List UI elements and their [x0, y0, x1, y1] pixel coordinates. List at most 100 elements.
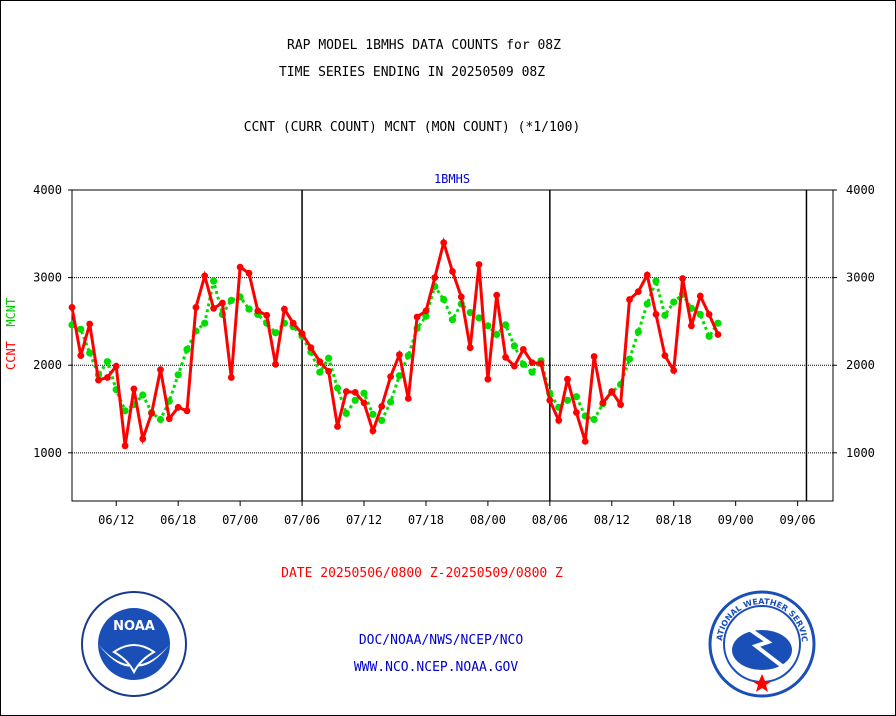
- axes-layer: 1000 1000 2000 2000 3000 3000 4000 4000 06/12 06/…: [33, 183, 875, 527]
- mcnt-point: [227, 296, 235, 304]
- ccnt-point: [643, 271, 651, 279]
- ccnt-point: [431, 274, 439, 281]
- ccnt-point: [413, 313, 421, 321]
- mcnt-point: [121, 407, 129, 415]
- ccnt-point: [714, 331, 722, 338]
- ytick-label-left: 3000: [33, 271, 62, 285]
- ccnt-point: [705, 311, 713, 318]
- mcnt-point: [378, 416, 386, 424]
- ccnt-point: [688, 322, 695, 330]
- grid-layer: [72, 190, 833, 501]
- ccnt-point: [68, 304, 76, 311]
- mcnt-point: [475, 314, 483, 322]
- ccnt-point: [387, 373, 394, 380]
- ccnt-point: [95, 376, 102, 384]
- ccnt-point: [422, 307, 430, 315]
- xtick-label: 09/00: [718, 513, 754, 527]
- xtick-label: 08/18: [656, 513, 692, 527]
- ytick-label-right: 2000: [846, 358, 875, 372]
- ccnt-point: [351, 389, 359, 396]
- mcnt-point: [210, 277, 218, 285]
- ccnt-point: [652, 311, 660, 318]
- mcnt-point: [510, 342, 518, 350]
- mcnt-point: [670, 298, 678, 306]
- xtick-label: 07/12: [346, 513, 382, 527]
- ccnt-point: [165, 415, 173, 423]
- mcnt-point: [369, 410, 377, 418]
- mcnt-point: [652, 277, 660, 285]
- mcnt-point: [351, 396, 359, 404]
- ccnt-line: [70, 237, 720, 447]
- mcnt-point: [590, 415, 598, 424]
- ccnt-point: [112, 362, 120, 370]
- ccnt-point: [86, 320, 94, 328]
- xtick-label: 08/06: [532, 513, 568, 527]
- mcnt-point: [245, 305, 253, 313]
- ccnt-point: [219, 299, 226, 307]
- mcnt-point: [643, 300, 651, 308]
- ccnt-point: [254, 307, 262, 315]
- xtick-label: 09/06: [780, 513, 816, 527]
- ccnt-point: [679, 275, 686, 282]
- noaa-logo-icon: NOAA: [81, 591, 187, 697]
- mcnt-point: [156, 415, 165, 424]
- mcnt-point: [634, 328, 642, 336]
- ccnt-point: [573, 409, 580, 416]
- website-link[interactable]: WWW.NCO.NCEP.NOAA.GOV: [353, 660, 519, 675]
- ytick-label-right: 4000: [846, 183, 875, 197]
- mcnt-point: [519, 360, 527, 368]
- ccnt-point: [157, 366, 164, 373]
- mcnt-point: [563, 396, 572, 404]
- ccnt-point: [342, 388, 350, 395]
- mcnt-point: [466, 309, 474, 317]
- xtick-label: 06/12: [98, 513, 134, 527]
- mcnt-point: [316, 368, 324, 376]
- ccnt-point: [599, 399, 607, 407]
- ylabel-mcnt: MCNT: [4, 297, 18, 327]
- date-range: DATE 20250506/0800 Z-20250509/0800 Z: [281, 566, 563, 581]
- mcnt-point: [183, 345, 191, 353]
- ccnt-point: [183, 407, 191, 415]
- ccnt-point: [511, 362, 518, 370]
- ccnt-point: [661, 352, 669, 359]
- ccnt-point: [396, 351, 403, 359]
- ccnt-point: [528, 359, 536, 366]
- ytick-label-left: 1000: [33, 446, 62, 460]
- ccnt-point: [440, 239, 448, 247]
- ccnt-point: [121, 442, 129, 450]
- mcnt-point: [572, 393, 581, 401]
- mcnt-point: [360, 389, 368, 397]
- ccnt-point: [77, 352, 85, 359]
- ccnt-point: [564, 375, 571, 383]
- mcnt-point: [484, 322, 492, 330]
- ccnt-point: [581, 438, 589, 445]
- ylabel-ccnt: CCNT: [4, 341, 18, 370]
- ccnt-point: [148, 410, 156, 417]
- mcnt-point: [422, 312, 430, 320]
- ccnt-point: [307, 344, 315, 352]
- mcnt-point: [174, 371, 182, 379]
- mcnt-point: [528, 368, 536, 376]
- org-path: DOC/NOAA/NWS/NCEP/NCO: [358, 633, 524, 648]
- mcnt-point: [139, 391, 147, 399]
- mcnt-point: [696, 310, 704, 318]
- mcnt-point: [387, 398, 395, 406]
- chart-subtitle: CCNT (CURR COUNT) MCNT (MON COUNT) (*1/1…: [243, 120, 581, 135]
- ccnt-point: [634, 288, 642, 295]
- ccnt-point: [555, 417, 563, 424]
- ccnt-point: [325, 367, 332, 375]
- ytick-label-right: 1000: [846, 446, 875, 460]
- ytick-label-left: 2000: [33, 358, 62, 372]
- ccnt-point: [369, 427, 377, 435]
- ccnt-point: [272, 360, 279, 368]
- ccnt-point: [263, 311, 271, 319]
- chart-title-line2: TIME SERIES ENDING IN 20250509 08Z: [278, 65, 546, 80]
- mcnt-point: [333, 384, 342, 392]
- ccnt-point: [245, 269, 253, 277]
- mcnt-point: [342, 409, 350, 417]
- ccnt-point: [466, 344, 474, 352]
- plot-frame: [71, 189, 834, 502]
- xtick-label: 07/06: [284, 513, 320, 527]
- ccnt-point: [457, 293, 465, 301]
